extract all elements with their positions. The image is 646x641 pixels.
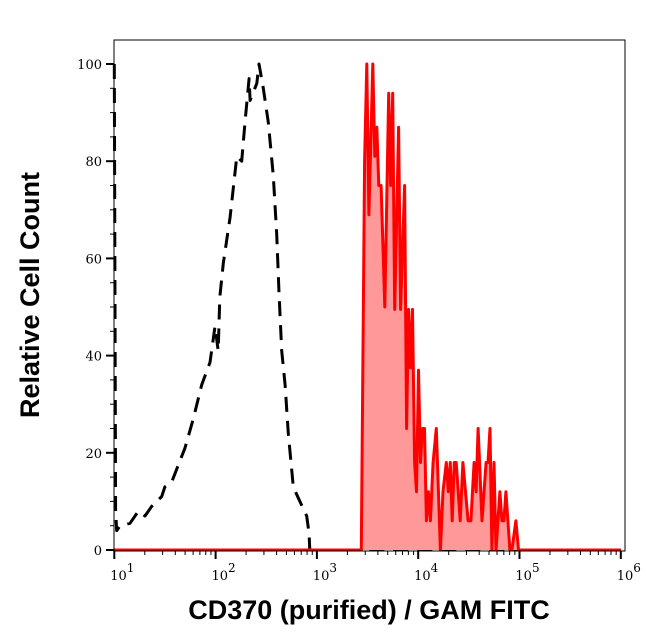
x-tick-label: 102 xyxy=(212,561,236,584)
x-tick-exponent: 3 xyxy=(329,561,337,575)
x-tick-label: 103 xyxy=(313,561,337,584)
x-tick-label: 106 xyxy=(617,561,641,584)
x-tick-exponent: 6 xyxy=(633,561,641,575)
x-tick-exponent: 1 xyxy=(127,561,135,575)
y-tick-label: 60 xyxy=(85,252,102,267)
x-tick-base: 10 xyxy=(515,569,532,584)
control-histogram-line xyxy=(112,62,621,552)
x-tick-base: 10 xyxy=(414,569,431,584)
y-tick-label: 80 xyxy=(85,155,102,170)
series-fill-area xyxy=(114,64,621,550)
x-tick-exponent: 2 xyxy=(228,561,236,575)
x-axis-title: CD370 (purified) / GAM FITC xyxy=(188,595,550,625)
plot-frame xyxy=(113,39,626,552)
y-tick-label: 40 xyxy=(85,350,102,365)
x-tick-base: 10 xyxy=(313,569,330,584)
y-tick-label: 0 xyxy=(94,544,102,559)
y-axis-title: Relative Cell Count xyxy=(15,172,45,418)
x-tick-base: 10 xyxy=(617,569,634,584)
series-layer xyxy=(112,62,621,552)
x-tick-base: 10 xyxy=(212,569,229,584)
x-tick-exponent: 4 xyxy=(431,561,439,575)
y-tick-label: 100 xyxy=(77,58,102,73)
x-tick-label: 101 xyxy=(110,561,134,584)
y-tick-label: 20 xyxy=(85,447,102,462)
stained-histogram-line xyxy=(114,62,621,552)
x-tick-label: 104 xyxy=(414,561,439,584)
x-tick-exponent: 5 xyxy=(532,561,540,575)
x-tick-label: 105 xyxy=(515,561,539,584)
x-tick-base: 10 xyxy=(110,569,127,584)
